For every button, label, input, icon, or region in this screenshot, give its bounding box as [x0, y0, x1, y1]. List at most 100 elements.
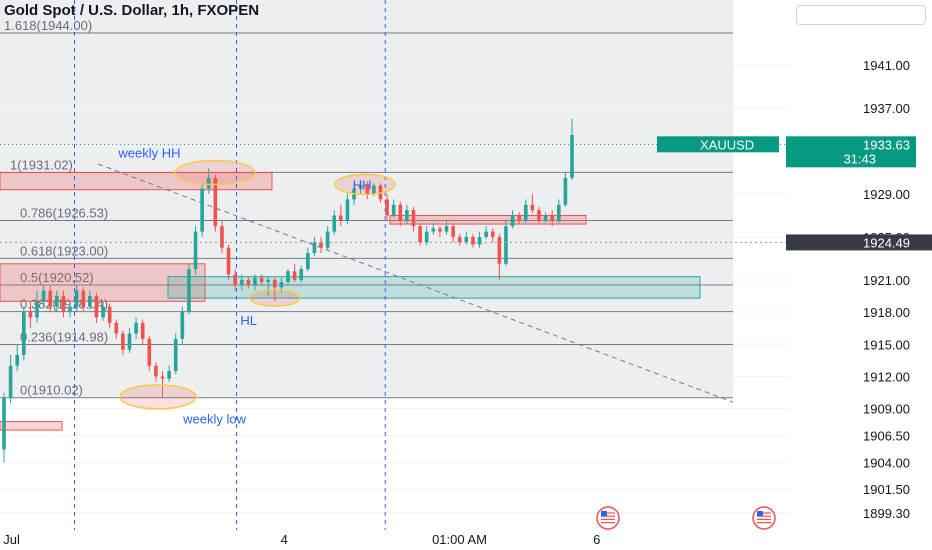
- candle-body: [523, 204, 528, 221]
- us-flag-icon[interactable]: [596, 506, 620, 530]
- crosshair-price-tag: [786, 234, 932, 251]
- candle-body: [325, 231, 330, 248]
- candle-body: [510, 215, 515, 227]
- candle-body: [563, 177, 568, 205]
- candle-body: [556, 204, 561, 221]
- chart-title: Gold Spot / U.S. Dollar, 1h, FXOPEN: [4, 2, 260, 19]
- us-flag-icon[interactable]: [752, 506, 776, 530]
- time-tick-label: 01:00 AM: [432, 532, 487, 547]
- candle-body: [286, 271, 290, 283]
- highlight-ellipse: [119, 384, 197, 410]
- annotation-label: weekly low: [182, 412, 246, 427]
- time-tick-label: 6: [593, 532, 600, 547]
- annotation-label: weekly HH: [117, 146, 180, 161]
- price-axis[interactable]: 1941.001937.001933.001929.001925.001921.…: [790, 0, 932, 550]
- candle-body: [213, 177, 218, 227]
- candle-body: [206, 177, 211, 189]
- candle-body: [312, 242, 317, 254]
- candle-body: [94, 295, 99, 318]
- candle-body: [431, 228, 436, 232]
- candle-body: [391, 204, 396, 216]
- annotations: weekly HH HH HL weekly low: [117, 146, 371, 427]
- candle-body: [411, 210, 416, 227]
- candle-body: [477, 236, 482, 245]
- candle-body: [28, 312, 33, 318]
- annotation-label: HL: [240, 313, 257, 328]
- candle-body: [167, 371, 171, 379]
- candle-body: [292, 271, 297, 280]
- candle-body: [358, 185, 363, 189]
- time-axis[interactable]: Jul 4 01:00 AM 6: [3, 532, 600, 547]
- flag-circle: [596, 506, 620, 530]
- symbol-tag-label: XAUUSD: [700, 137, 754, 152]
- fib-label: 1(1931.02): [10, 157, 73, 172]
- candle-body: [200, 188, 204, 232]
- candle-body: [140, 322, 145, 339]
- candle-body: [385, 199, 389, 216]
- countdown-label: 31:43: [843, 151, 876, 166]
- candle-body: [365, 185, 370, 195]
- supply-zone-4: [0, 421, 63, 431]
- price-tick-label: 1909.00: [863, 402, 910, 417]
- candle-body: [279, 282, 284, 288]
- candle-body: [550, 215, 555, 221]
- price-axis-bg: [790, 0, 932, 550]
- top-right-box[interactable]: [796, 5, 926, 25]
- flag-circle: [752, 506, 776, 530]
- price-tick-label: 1941.00: [863, 58, 910, 73]
- candle-body: [127, 333, 132, 350]
- fib-label: 0.5(1920.52): [20, 270, 94, 285]
- candle-body: [253, 277, 257, 286]
- candle-body: [220, 226, 224, 248]
- price-tick-label: 1918.00: [863, 305, 910, 320]
- candle-body: [121, 333, 125, 350]
- price-tick-label: 1921.00: [863, 273, 910, 288]
- candle-body: [543, 215, 548, 221]
- candle-body: [504, 226, 508, 264]
- fib-label: 0.786(1926.53): [20, 206, 108, 221]
- supply-zone-1: [0, 172, 273, 191]
- candle-body: [418, 226, 422, 243]
- candle-body: [41, 290, 46, 302]
- flag-canton: [601, 511, 607, 516]
- fib-shaded-region: [0, 0, 733, 398]
- candle-body: [517, 215, 521, 221]
- candle-body: [345, 199, 350, 221]
- highlight-ellipse: [174, 159, 256, 186]
- candle-body: [464, 236, 469, 243]
- fib-label: 0(1910.02): [20, 383, 83, 398]
- candle-body: [147, 338, 152, 366]
- candle-body: [266, 279, 271, 283]
- candle-body: [21, 312, 26, 356]
- price-tick-label: 1937.00: [863, 101, 910, 116]
- candle-body: [471, 236, 475, 245]
- candle-body: [319, 242, 323, 248]
- highlight-ellipse: [334, 173, 396, 196]
- event-icons[interactable]: [596, 506, 776, 530]
- price-tick-label: 1899.30: [863, 506, 910, 521]
- crosshair-price-label: 1924.49: [863, 235, 910, 250]
- candle-body: [134, 322, 138, 334]
- candle-body: [239, 279, 244, 286]
- fib-label: 0.618(1923.00): [20, 243, 108, 258]
- price-tick-label: 1912.00: [863, 369, 910, 384]
- candle-body: [48, 290, 53, 307]
- candle-body: [55, 295, 59, 307]
- supply-zone-2: [0, 263, 206, 302]
- ellipse-highlights: [119, 159, 396, 410]
- annotation-label: HH: [353, 178, 372, 193]
- time-tick-label: Jul: [3, 532, 20, 547]
- price-tick-label: 1901.50: [863, 482, 910, 497]
- candle-body: [88, 295, 92, 307]
- demand-zone: [167, 276, 701, 299]
- price-tick-label: 1904.00: [863, 455, 910, 470]
- candle-body: [246, 279, 251, 286]
- candle-body: [173, 338, 178, 372]
- price-tick-label: 1906.50: [863, 429, 910, 444]
- candle-body: [233, 274, 237, 286]
- symbol-tag: [657, 136, 779, 153]
- candle-body: [8, 365, 13, 398]
- candle-body: [372, 185, 376, 195]
- price-tick-label: 1915.00: [863, 337, 910, 352]
